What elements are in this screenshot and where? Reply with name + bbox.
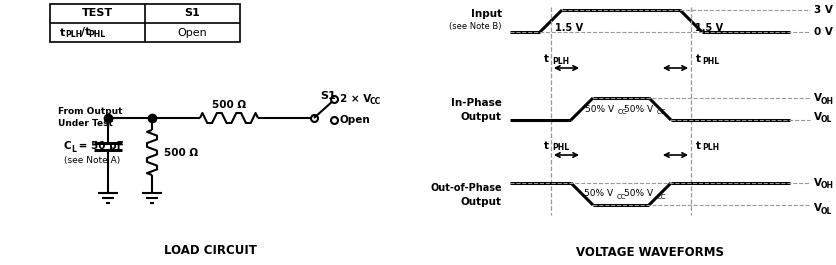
Text: OH: OH — [820, 96, 833, 105]
Text: PHL: PHL — [89, 30, 105, 39]
Text: CC: CC — [370, 98, 380, 107]
Text: 1.5 V: 1.5 V — [554, 23, 583, 33]
Text: 500 Ω: 500 Ω — [212, 100, 246, 110]
Text: CC: CC — [656, 109, 665, 115]
Text: 50% V: 50% V — [624, 104, 652, 113]
Text: t: t — [543, 141, 548, 151]
Text: CC: CC — [656, 194, 665, 200]
Text: PHL: PHL — [701, 56, 718, 65]
Text: V: V — [813, 93, 821, 103]
Text: 50% V: 50% V — [584, 189, 613, 198]
Text: CC: CC — [616, 194, 626, 200]
Text: 50% V: 50% V — [584, 104, 614, 113]
Text: = 50 pF: = 50 pF — [75, 141, 124, 151]
Text: Open: Open — [177, 28, 207, 38]
Text: OL: OL — [820, 116, 831, 125]
Text: CC: CC — [617, 109, 627, 115]
Text: 2 × V: 2 × V — [339, 94, 371, 104]
Text: Output: Output — [461, 197, 502, 207]
Text: L: L — [71, 145, 76, 154]
Text: 0 V: 0 V — [813, 27, 832, 37]
Text: 1.5 V: 1.5 V — [694, 23, 722, 33]
Text: 50% V: 50% V — [624, 189, 652, 198]
Text: t: t — [696, 141, 701, 151]
Text: PLH: PLH — [701, 144, 718, 152]
Text: TEST: TEST — [82, 8, 113, 19]
Text: 3 V: 3 V — [813, 5, 832, 15]
Text: From Output: From Output — [58, 107, 122, 116]
Bar — [50, 4, 240, 42]
Text: PLH: PLH — [65, 30, 83, 39]
Text: t: t — [543, 54, 548, 64]
Text: C: C — [64, 141, 72, 151]
Text: 500 Ω: 500 Ω — [164, 148, 198, 157]
Text: /t: /t — [81, 28, 91, 38]
Text: OH: OH — [820, 182, 833, 191]
Text: V: V — [813, 203, 821, 213]
Text: V: V — [813, 178, 821, 188]
Text: Input: Input — [471, 9, 502, 19]
Text: PHL: PHL — [551, 144, 568, 152]
Text: OL: OL — [820, 206, 831, 215]
Text: In-Phase: In-Phase — [451, 98, 502, 108]
Text: Out-of-Phase: Out-of-Phase — [430, 183, 502, 193]
Text: t: t — [696, 54, 701, 64]
Text: t: t — [59, 28, 64, 38]
Text: S1: S1 — [319, 91, 335, 101]
Text: S1: S1 — [185, 8, 200, 19]
Text: PLH: PLH — [551, 56, 568, 65]
Text: (see Note B): (see Note B) — [449, 21, 502, 30]
Text: Open: Open — [339, 115, 370, 125]
Text: VOLTAGE WAVEFORMS: VOLTAGE WAVEFORMS — [575, 245, 723, 258]
Text: Under Test: Under Test — [58, 120, 113, 129]
Text: V: V — [813, 112, 821, 122]
Text: (see Note A): (see Note A) — [64, 157, 120, 166]
Text: LOAD CIRCUIT: LOAD CIRCUIT — [163, 244, 256, 257]
Text: Output: Output — [461, 112, 502, 122]
